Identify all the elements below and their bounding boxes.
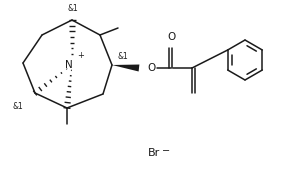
- Text: &1: &1: [12, 102, 23, 111]
- Polygon shape: [112, 64, 140, 72]
- Text: Br: Br: [148, 148, 160, 158]
- Text: N: N: [65, 60, 73, 70]
- Text: O: O: [167, 32, 175, 42]
- Text: O: O: [148, 63, 156, 73]
- Text: &1: &1: [117, 52, 128, 61]
- Text: −: −: [162, 146, 170, 156]
- Text: &1: &1: [68, 4, 78, 13]
- Text: +: +: [77, 51, 84, 60]
